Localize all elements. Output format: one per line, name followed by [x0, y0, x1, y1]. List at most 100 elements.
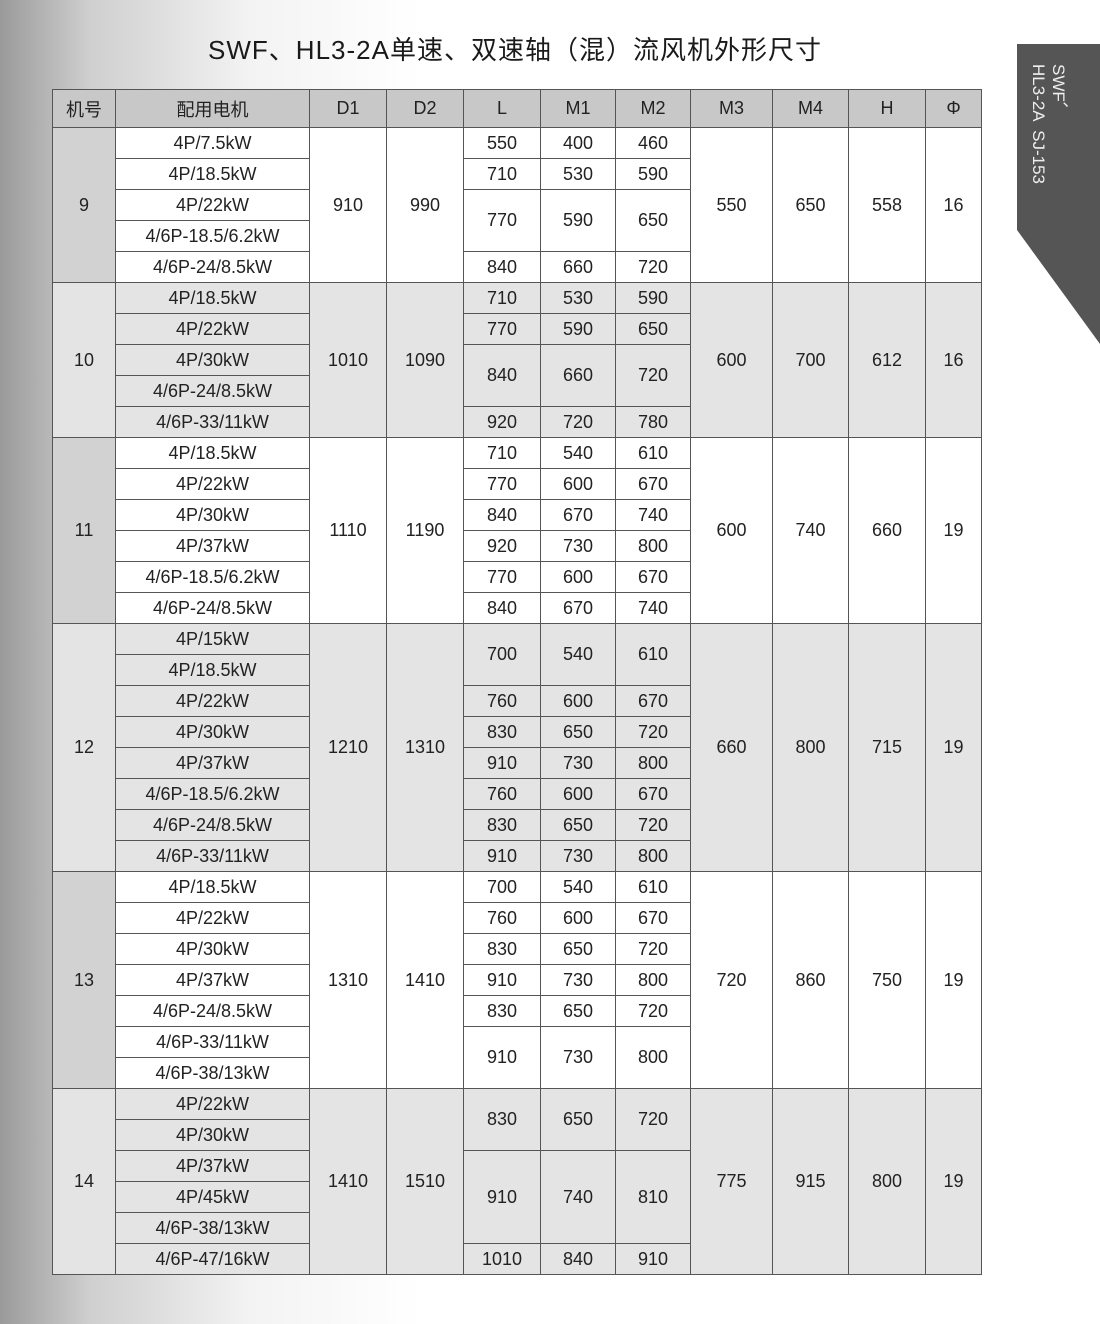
h-cell: 558 [848, 127, 926, 283]
motor-cell: 4/6P-24/8.5kW [115, 995, 310, 1027]
table-row: 14 4P/22kW 1410 1510 830 650 720 775 915 800 19 [52, 1088, 982, 1275]
m2-cell: 800 [615, 964, 691, 996]
d1-cell: 1010 [309, 282, 387, 438]
m3-cell: 720 [690, 871, 773, 1089]
motor-cell: 4P/22kW [115, 313, 310, 345]
m2-cell: 740 [615, 499, 691, 531]
l-cell: 910 [463, 1150, 541, 1244]
m4-cell: 915 [772, 1088, 849, 1275]
table-row: 4/6P-38/13kW [53, 1212, 982, 1244]
m2-cell: 740 [615, 592, 691, 624]
h-cell: 715 [848, 623, 926, 872]
page-title: SWF、HL3-2A单速、双速轴（混）流风机外形尺寸 [208, 35, 822, 65]
h-cell: 750 [848, 871, 926, 1089]
motor-cell: 4P/37kW [115, 747, 310, 779]
m2-cell: 650 [615, 189, 691, 252]
table-row: 4P/22kW 760 600 670 [53, 902, 982, 934]
m2-cell: 720 [615, 344, 691, 407]
d2-cell: 1090 [386, 282, 464, 438]
motor-cell: 4/6P-33/11kW [115, 840, 310, 872]
m4-cell: 740 [772, 437, 849, 624]
side-tab-line1: SWF、 [1049, 64, 1068, 119]
table-row: 4P/37kW 910 740 810 [53, 1150, 982, 1244]
table-row: 4/6P-47/16kW 1010 840 910 [53, 1243, 982, 1275]
m2-cell: 720 [615, 716, 691, 748]
m1-cell: 540 [540, 871, 616, 903]
m2-cell: 610 [615, 871, 691, 903]
m2-cell: 780 [615, 406, 691, 438]
motor-cell: 4P/30kW [115, 344, 310, 376]
table-row: 4/6P-33/11kW 910 730 800 [53, 840, 982, 872]
table-row: 11 4P/18.5kW 1110 1190 710 540 610 600 740 660 19 [52, 437, 982, 624]
l-cell: 770 [463, 468, 541, 500]
table-row: 4/6P-33/11kW 910 730 800 [53, 1026, 982, 1089]
m1-cell: 600 [540, 468, 616, 500]
m3-cell: 600 [690, 282, 773, 438]
m2-cell: 610 [615, 437, 691, 469]
h-cell: 800 [848, 1088, 926, 1275]
l-cell: 1010 [463, 1243, 541, 1275]
table-row: 4/6P-24/8.5kW 840 660 720 [53, 251, 982, 283]
column-header: D2 [386, 89, 464, 128]
l-cell: 830 [463, 716, 541, 748]
table-row: 4/6P-18.5/6.2kW 760 600 670 [53, 778, 982, 810]
m1-cell: 660 [540, 344, 616, 407]
m2-cell: 810 [615, 1150, 691, 1244]
table-row: 4P/37kW 920 730 800 [53, 530, 982, 562]
m1-cell: 590 [540, 313, 616, 345]
table-row: 4P/30kW 830 650 720 [53, 933, 982, 965]
motor-cell: 4P/22kW [115, 1088, 310, 1120]
m3-cell: 600 [690, 437, 773, 624]
l-cell: 830 [463, 933, 541, 965]
motor-cell: 4P/30kW [115, 499, 310, 531]
table-row: 4P/37kW 910 730 800 [53, 964, 982, 996]
motor-cell: 4P/30kW [115, 933, 310, 965]
m2-cell: 590 [615, 158, 691, 190]
motor-cell: 4/6P-18.5/6.2kW [115, 561, 310, 593]
motor-cell: 4P/7.5kW [115, 127, 310, 159]
m1-cell: 730 [540, 747, 616, 779]
fan-number-cell: 9 [52, 127, 116, 283]
m2-cell: 460 [615, 127, 691, 159]
motor-cell: 4P/22kW [115, 685, 310, 717]
l-cell: 910 [463, 1026, 541, 1089]
d1-cell: 1410 [309, 1088, 387, 1275]
table-row: 4/6P-38/13kW [53, 1057, 982, 1089]
m1-cell: 540 [540, 623, 616, 686]
m1-cell: 730 [540, 1026, 616, 1089]
table-row: 9 4P/7.5kW 910 990 550 400 460 550 650 558 16 [52, 127, 982, 283]
m2-cell: 800 [615, 840, 691, 872]
fan-number-cell: 13 [52, 871, 116, 1089]
l-cell: 710 [463, 282, 541, 314]
column-header: M3 [690, 89, 773, 128]
table-row: 4P/18.5kW 710 530 590 [53, 158, 982, 190]
m2-cell: 720 [615, 251, 691, 283]
m1-cell: 650 [540, 716, 616, 748]
l-cell: 910 [463, 840, 541, 872]
motor-cell: 4P/45kW [115, 1181, 310, 1213]
table-row: 12 4P/15kW 1210 1310 700 540 610 660 800 715 19 [52, 623, 982, 872]
m2-cell: 670 [615, 685, 691, 717]
m1-cell: 740 [540, 1150, 616, 1244]
m2-cell: 590 [615, 282, 691, 314]
m2-cell: 800 [615, 747, 691, 779]
d2-cell: 1510 [386, 1088, 464, 1275]
m4-cell: 800 [772, 623, 849, 872]
m1-cell: 840 [540, 1243, 616, 1275]
l-cell: 700 [463, 623, 541, 686]
m1-cell: 590 [540, 189, 616, 252]
side-tab-line2: HL3-2A SJ-153 [1029, 64, 1048, 185]
m1-cell: 730 [540, 530, 616, 562]
l-cell: 770 [463, 561, 541, 593]
motor-cell: 4/6P-18.5/6.2kW [115, 778, 310, 810]
column-header: Φ [925, 89, 982, 128]
motor-cell: 4P/18.5kW [115, 158, 310, 190]
column-header: M2 [615, 89, 691, 128]
table-row: 10 4P/18.5kW 1010 1090 710 530 590 600 700 612 16 [52, 282, 982, 438]
l-cell: 700 [463, 871, 541, 903]
m1-cell: 600 [540, 902, 616, 934]
table-row: 4P/30kW 840 670 740 [53, 499, 982, 531]
motor-cell: 4P/22kW [115, 189, 310, 221]
m2-cell: 720 [615, 995, 691, 1027]
l-cell: 760 [463, 685, 541, 717]
